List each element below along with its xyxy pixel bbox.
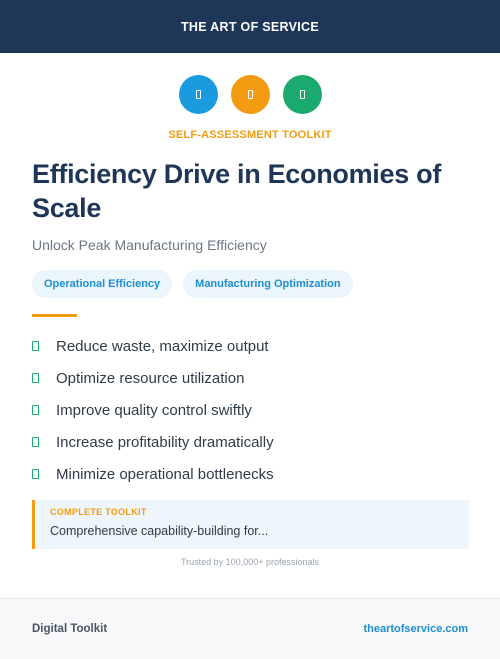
subtitle: Unlock Peak Manufacturing Efficiency — [32, 237, 267, 253]
benefit-text: Reduce waste, maximize output — [56, 337, 269, 355]
kicker-label: SELF-ASSESSMENT TOOLKIT — [168, 129, 332, 141]
blue-icon — [178, 75, 218, 114]
list-item: Reduce waste, maximize output — [32, 330, 274, 362]
footer-label: Digital Toolkit — [32, 623, 108, 635]
tag-manufacturing-optimization: Manufacturing Optimization — [183, 270, 353, 298]
footer-bar: Digital Toolkit theartofservice.com — [0, 598, 500, 659]
document-icon — [299, 90, 305, 99]
tag-list: Operational Efficiency Manufacturing Opt… — [32, 270, 353, 298]
document-icon — [195, 90, 201, 99]
toolkit-callout: COMPLETE TOOLKIT Comprehensive capabilit… — [32, 500, 469, 549]
page-title: Efficiency Drive in Economies of Scale — [32, 159, 442, 223]
benefit-text: Minimize operational bottlenecks — [56, 465, 274, 483]
list-item: Minimize operational bottlenecks — [32, 458, 274, 490]
accent-divider — [32, 314, 77, 317]
check-icon — [32, 373, 39, 383]
benefit-text: Optimize resource utilization — [56, 369, 245, 387]
list-item: Increase profitability dramatically — [32, 426, 274, 458]
document-icon — [247, 90, 253, 99]
check-icon — [32, 469, 39, 479]
website-link[interactable]: theartofservice.com — [363, 623, 468, 635]
callout-text: Comprehensive capability-building for... — [50, 524, 269, 538]
header-bar: THE ART OF SERVICE — [0, 0, 500, 53]
brand-name: THE ART OF SERVICE — [180, 19, 320, 34]
orange-icon — [230, 75, 270, 114]
benefit-text: Increase profitability dramatically — [56, 433, 274, 451]
callout-label: COMPLETE TOOLKIT — [50, 507, 147, 517]
list-item: Improve quality control swiftly — [32, 394, 274, 426]
green-icon — [282, 75, 322, 114]
benefit-text: Improve quality control swiftly — [56, 401, 252, 419]
check-icon — [32, 437, 39, 447]
check-icon — [32, 341, 39, 351]
check-icon — [32, 405, 39, 415]
tag-operational-efficiency: Operational Efficiency — [32, 270, 173, 298]
trust-note: Trusted by 100,000+ professionals — [180, 557, 319, 567]
benefit-list: Reduce waste, maximize output Optimize r… — [32, 330, 274, 490]
list-item: Optimize resource utilization — [32, 362, 274, 394]
icon-row — [0, 75, 500, 114]
